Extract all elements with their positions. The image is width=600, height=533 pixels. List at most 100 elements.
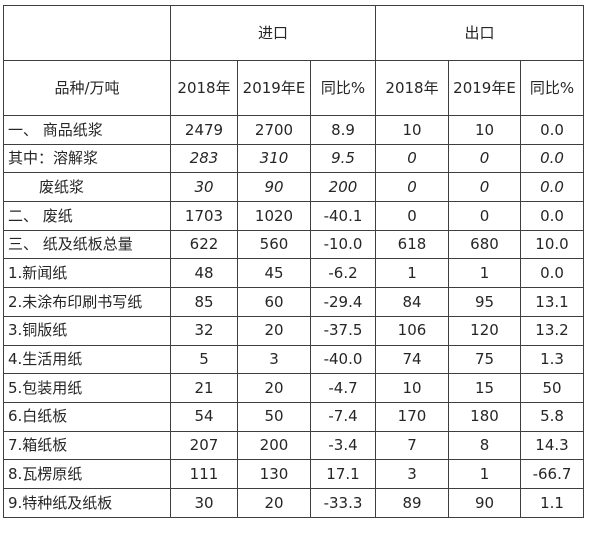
row-label: 1.新闻纸 (3, 258, 171, 289)
value-cell: 48 (170, 258, 238, 289)
value-cell: 10 (448, 115, 521, 145)
value-cell: 1 (448, 459, 521, 489)
table-row: 二、 废纸 1703 1020 -40.1 0 0 0.0 (3, 201, 584, 231)
value-cell: 0 (448, 201, 521, 231)
value-cell: 170 (375, 401, 449, 432)
value-cell: 0.0 (520, 143, 584, 174)
corner-cell (3, 5, 171, 61)
value-cell: 10 (375, 115, 449, 145)
value-cell: 90 (237, 172, 311, 203)
value-cell: 0 (448, 143, 521, 174)
value-cell: 30 (170, 487, 238, 518)
row-label: 二、 废纸 (3, 201, 171, 231)
table-row: 3.铜版纸 32 20 -37.5 106 120 13.2 (3, 315, 584, 346)
value-cell: 310 (237, 143, 311, 174)
value-cell: 13.2 (520, 315, 584, 346)
value-cell: 84 (375, 287, 449, 317)
value-cell: -66.7 (520, 459, 584, 489)
value-cell: 207 (170, 430, 238, 461)
value-cell: 106 (375, 315, 449, 346)
value-cell: 50 (237, 401, 311, 432)
value-cell: -40.0 (310, 344, 376, 375)
value-cell: 50 (520, 373, 584, 403)
value-cell: 180 (448, 401, 521, 432)
table-row: 5.包装用纸 21 20 -4.7 10 15 50 (3, 373, 584, 403)
value-cell: 30 (170, 172, 238, 203)
value-cell: 200 (310, 172, 376, 203)
value-cell: 0 (375, 201, 449, 231)
table-row: 9.特种纸及纸板 30 20 -33.3 89 90 1.1 (3, 487, 584, 518)
import-export-table: 进口 出口 品种/万吨 2018年 2019年E 同比% 2018年 2019年… (3, 5, 584, 518)
export-yoy-header: 同比% (520, 60, 584, 116)
value-cell: 20 (237, 373, 311, 403)
value-cell: 7 (375, 430, 449, 461)
export-2019e-header: 2019年E (448, 60, 521, 116)
value-cell: -6.2 (310, 258, 376, 289)
row-label: 7.箱纸板 (3, 430, 171, 461)
value-cell: 3 (375, 459, 449, 489)
value-cell: -33.3 (310, 487, 376, 518)
value-cell: 21 (170, 373, 238, 403)
import-group-header: 进口 (170, 5, 376, 61)
table-row: 其中：溶解浆 283 310 9.5 0 0 0.0 (3, 143, 584, 174)
value-cell: 2700 (237, 115, 311, 145)
value-cell: 200 (237, 430, 311, 461)
value-cell: 9.5 (310, 143, 376, 174)
value-cell: 1020 (237, 201, 311, 231)
page: 进口 出口 品种/万吨 2018年 2019年E 同比% 2018年 2019年… (0, 5, 600, 533)
value-cell: 283 (170, 143, 238, 174)
value-cell: 0.0 (520, 172, 584, 203)
value-cell: -37.5 (310, 315, 376, 346)
value-cell: 95 (448, 287, 521, 317)
value-cell: 8 (448, 430, 521, 461)
value-cell: 75 (448, 344, 521, 375)
table-row: 一、 商品纸浆 2479 2700 8.9 10 10 0.0 (3, 115, 584, 145)
value-cell: 1703 (170, 201, 238, 231)
row-label: 废纸浆 (3, 172, 171, 203)
import-yoy-header: 同比% (310, 60, 376, 116)
value-cell: -40.1 (310, 201, 376, 231)
value-cell: 17.1 (310, 459, 376, 489)
group-header-row: 进口 出口 (3, 5, 584, 61)
value-cell: 0.0 (520, 115, 584, 145)
value-cell: 20 (237, 315, 311, 346)
value-cell: 560 (237, 229, 311, 260)
row-label: 2.未涂布印刷书写纸 (3, 287, 171, 317)
table-row: 4.生活用纸 5 3 -40.0 74 75 1.3 (3, 344, 584, 375)
row-label: 5.包装用纸 (3, 373, 171, 403)
value-cell: 54 (170, 401, 238, 432)
value-cell: 32 (170, 315, 238, 346)
value-cell: -4.7 (310, 373, 376, 403)
value-cell: 74 (375, 344, 449, 375)
value-cell: -29.4 (310, 287, 376, 317)
value-cell: 10.0 (520, 229, 584, 260)
value-cell: 90 (448, 487, 521, 518)
value-cell: 0 (448, 172, 521, 203)
row-label: 其中：溶解浆 (3, 143, 171, 174)
value-cell: 1 (448, 258, 521, 289)
value-cell: 10 (375, 373, 449, 403)
value-cell: 0 (375, 143, 449, 174)
value-cell: 45 (237, 258, 311, 289)
value-cell: -10.0 (310, 229, 376, 260)
value-cell: -7.4 (310, 401, 376, 432)
value-cell: 20 (237, 487, 311, 518)
value-cell: 5 (170, 344, 238, 375)
row-label: 6.白纸板 (3, 401, 171, 432)
value-cell: 622 (170, 229, 238, 260)
table-row: 1.新闻纸 48 45 -6.2 1 1 0.0 (3, 258, 584, 289)
value-cell: 120 (448, 315, 521, 346)
value-cell: 680 (448, 229, 521, 260)
value-cell: 85 (170, 287, 238, 317)
table-row: 三、 纸及纸板总量 622 560 -10.0 618 680 10.0 (3, 229, 584, 260)
value-cell: -3.4 (310, 430, 376, 461)
table-row: 废纸浆 30 90 200 0 0 0.0 (3, 172, 584, 203)
table-body: 一、 商品纸浆 2479 2700 8.9 10 10 0.0 其中：溶解浆 2… (3, 115, 584, 518)
row-label: 8.瓦楞原纸 (3, 459, 171, 489)
row-label: 3.铜版纸 (3, 315, 171, 346)
value-cell: 1.3 (520, 344, 584, 375)
value-cell: 1 (375, 258, 449, 289)
value-cell: 3 (237, 344, 311, 375)
table-row: 7.箱纸板 207 200 -3.4 7 8 14.3 (3, 430, 584, 461)
import-2018-header: 2018年 (170, 60, 238, 116)
